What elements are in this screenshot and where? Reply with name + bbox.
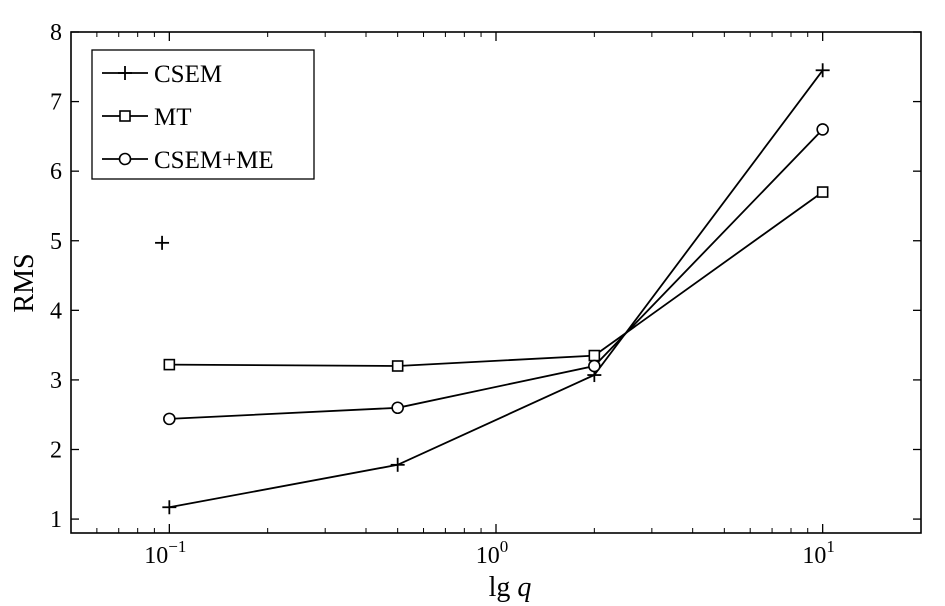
x-tick-label: 100 [476, 537, 509, 569]
legend-item: MT [102, 104, 192, 131]
y-tick-label: 7 [50, 90, 62, 116]
series-mt [163, 186, 829, 372]
x-tick-label: 10−1 [144, 537, 186, 569]
x-axis-title: lg q [489, 572, 532, 603]
y-tick-label: 1 [50, 507, 62, 533]
series-line [169, 69, 824, 509]
series-line [169, 128, 824, 420]
legend-items: CSEM MT CSEM+ME [102, 61, 274, 174]
data-point [163, 358, 176, 371]
data-point [588, 359, 601, 373]
x-tick-label: 101 [802, 537, 835, 569]
legend-label: CSEM+ME [154, 147, 274, 174]
data-point [163, 412, 176, 426]
data-point [816, 186, 829, 198]
y-tick-label: 2 [50, 438, 62, 464]
data-point [815, 63, 830, 78]
legend-marker [118, 66, 132, 80]
data-point [162, 500, 177, 515]
legend-label: MT [154, 104, 192, 131]
y-tick-label: 5 [50, 229, 62, 255]
legend-item: CSEM+ME [102, 147, 274, 174]
data-point [391, 401, 404, 415]
y-tick-label: 3 [50, 368, 62, 394]
legend-marker [119, 110, 131, 122]
y-axis-title: RMS [9, 253, 40, 312]
y-tick-label: 6 [50, 159, 62, 185]
legend-item: CSEM [102, 61, 222, 88]
y-tick-label: 8 [50, 20, 62, 46]
legend: CSEM MT CSEM+ME [91, 49, 315, 180]
legend-marker [118, 152, 132, 166]
series-csem [155, 63, 830, 515]
data-point [155, 235, 170, 250]
data-point [588, 349, 601, 362]
ticks-layer: 1 2 3 4 5 6 7 8 10−1 100 101 [50, 20, 921, 569]
y-tick-label: 4 [50, 298, 62, 324]
data-point [816, 123, 829, 136]
legend-label: CSEM [154, 61, 222, 88]
data-point [390, 457, 405, 472]
series-line [169, 191, 824, 367]
series-layer [155, 63, 830, 515]
x-axis-title-prefix: lg [489, 572, 511, 603]
x-axis-title-variable: q [517, 572, 531, 603]
series-csem-me [163, 123, 829, 426]
data-point [391, 360, 404, 372]
